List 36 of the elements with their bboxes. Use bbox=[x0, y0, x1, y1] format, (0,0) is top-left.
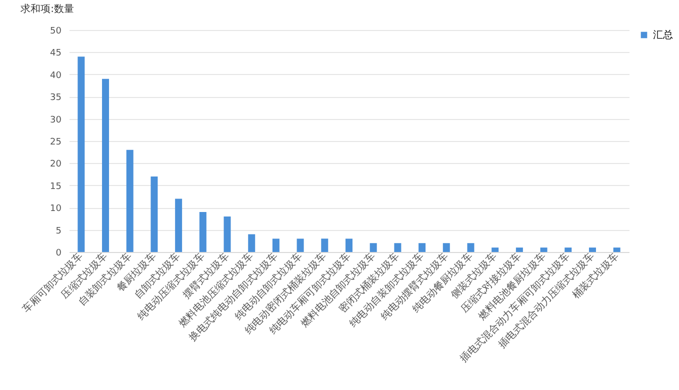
bar bbox=[418, 243, 426, 252]
bar bbox=[224, 216, 231, 252]
bar bbox=[370, 243, 377, 252]
bar bbox=[540, 248, 548, 252]
bar bbox=[346, 238, 352, 252]
bar bbox=[102, 78, 110, 252]
y-tick-label: 10 bbox=[50, 204, 62, 214]
bar bbox=[175, 198, 182, 252]
bar bbox=[272, 238, 280, 252]
bar bbox=[516, 248, 523, 252]
chart-title: 求和项:数量 bbox=[20, 3, 74, 15]
legend-label: 汇总 bbox=[653, 29, 673, 41]
bar bbox=[564, 248, 572, 252]
y-tick-label: 20 bbox=[50, 160, 62, 170]
y-tick-label: 30 bbox=[50, 115, 62, 126]
bar bbox=[588, 248, 596, 252]
y-tick-label: 50 bbox=[50, 26, 62, 36]
bar bbox=[78, 56, 85, 252]
bar bbox=[248, 234, 256, 252]
y-tick-label: 5 bbox=[56, 226, 62, 236]
y-tick-label: 25 bbox=[50, 138, 62, 148]
bar bbox=[394, 243, 402, 252]
y-tick-label: 0 bbox=[56, 248, 62, 258]
bar bbox=[467, 243, 474, 252]
y-tick-label: 35 bbox=[50, 93, 62, 104]
y-tick-label: 40 bbox=[50, 70, 62, 81]
y-tick-label: 45 bbox=[50, 48, 62, 59]
bar bbox=[321, 238, 328, 252]
bar bbox=[199, 212, 206, 252]
bar bbox=[150, 176, 158, 252]
y-tick-label: 15 bbox=[50, 182, 62, 192]
bar bbox=[296, 238, 304, 252]
bar bbox=[492, 248, 499, 252]
bar bbox=[126, 150, 134, 252]
bar bbox=[613, 248, 620, 252]
bar bbox=[442, 243, 450, 252]
